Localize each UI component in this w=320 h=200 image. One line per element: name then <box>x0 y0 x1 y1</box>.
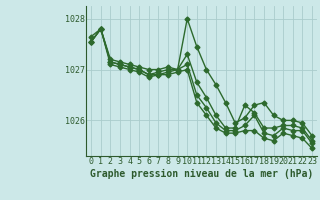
X-axis label: Graphe pression niveau de la mer (hPa): Graphe pression niveau de la mer (hPa) <box>90 169 313 179</box>
